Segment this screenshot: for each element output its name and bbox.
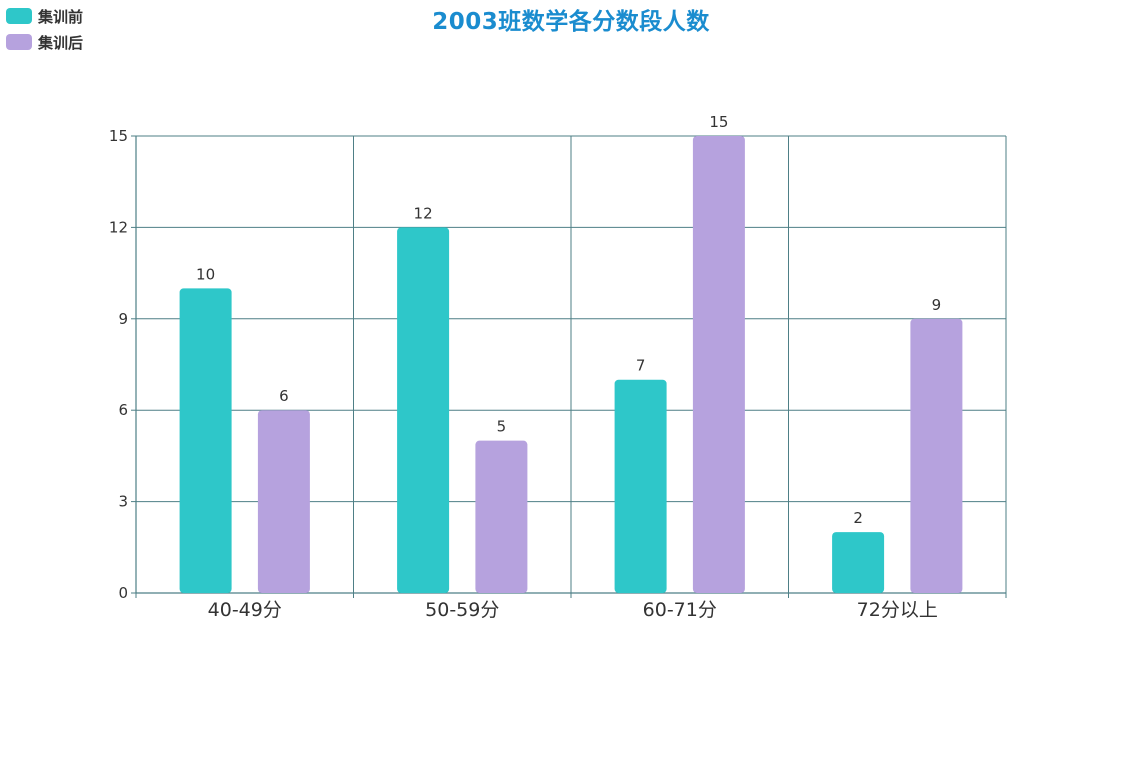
data-label: 5 bbox=[497, 418, 507, 436]
legend-item-before[interactable]: 集训前 bbox=[6, 3, 83, 29]
bar-before bbox=[397, 227, 450, 593]
data-label: 12 bbox=[414, 204, 433, 222]
y-tick-label: 12 bbox=[109, 218, 128, 236]
y-tick-label: 0 bbox=[118, 584, 128, 602]
bar-after bbox=[910, 318, 963, 593]
bar-before bbox=[179, 288, 232, 593]
data-label: 10 bbox=[196, 265, 215, 283]
bar-after bbox=[475, 440, 528, 593]
y-tick-label: 6 bbox=[118, 401, 128, 419]
y-tick-label: 3 bbox=[118, 493, 128, 511]
x-tick-label: 40-49分 bbox=[208, 599, 282, 621]
legend-item-after[interactable]: 集训后 bbox=[6, 29, 83, 55]
bar-before bbox=[614, 379, 667, 593]
chart-title: 2003班数学各分数段人数 bbox=[432, 9, 710, 35]
y-tick-label: 9 bbox=[118, 310, 128, 328]
bar-before bbox=[832, 532, 885, 593]
data-label: 9 bbox=[932, 296, 942, 314]
legend-label-after: 集训后 bbox=[38, 33, 84, 52]
legend-swatch-after bbox=[6, 34, 32, 50]
data-label: 7 bbox=[636, 357, 646, 375]
bar-after bbox=[692, 136, 745, 593]
data-label: 15 bbox=[709, 113, 728, 131]
bar-after bbox=[257, 410, 310, 593]
x-tick-label: 72分以上 bbox=[857, 599, 938, 621]
data-label: 6 bbox=[279, 387, 289, 405]
data-label: 2 bbox=[853, 509, 863, 527]
x-tick-label: 50-59分 bbox=[425, 599, 499, 621]
y-tick-label: 15 bbox=[109, 127, 128, 145]
legend-label-before: 集训前 bbox=[38, 7, 84, 26]
x-tick-label: 60-71分 bbox=[643, 599, 717, 621]
legend-swatch-before bbox=[6, 8, 32, 24]
legend: 集训前 集训后 bbox=[6, 3, 83, 55]
